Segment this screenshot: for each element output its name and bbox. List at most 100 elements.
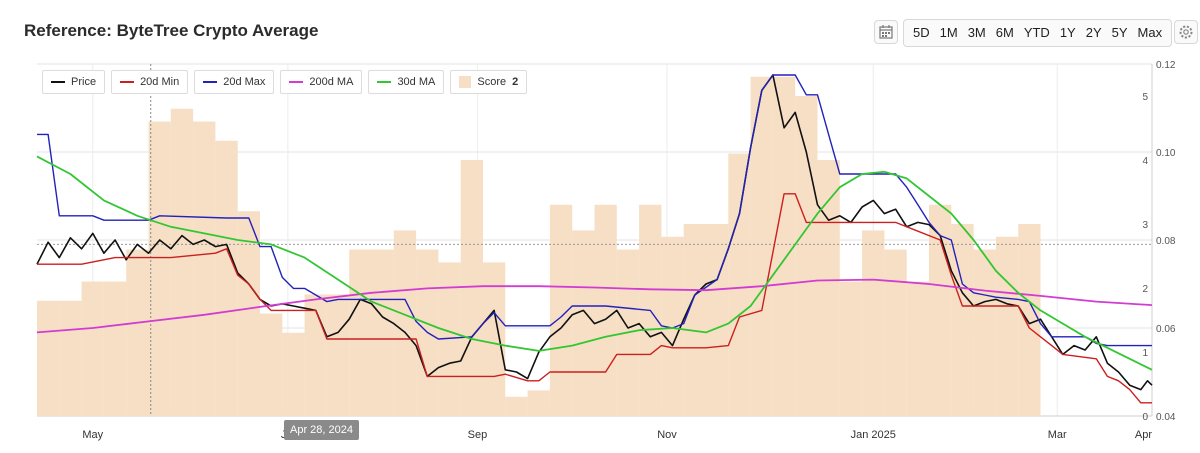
chart-legend: Price 20d Min 20d Max 200d MA 30d MA Score 2: [42, 70, 528, 94]
legend-swatch: [289, 81, 304, 83]
score-bar: [706, 224, 729, 416]
x-tick-label: Nov: [657, 429, 677, 441]
y-right-tick-label: 0.12: [1156, 60, 1176, 71]
calendar-icon: [879, 25, 893, 39]
legend-swatch: [459, 76, 472, 88]
score-tick-label: 0: [1142, 412, 1148, 423]
y-right-tick-label: 0.10: [1156, 148, 1176, 159]
range-selector: 5D 1M 3M 6M YTD 1Y 2Y 5Y Max: [903, 19, 1173, 47]
score-bar: [973, 249, 996, 416]
crosshair-date-label: Apr 28, 2024: [284, 420, 359, 440]
score-bar: [103, 281, 127, 416]
score-bar: [795, 96, 818, 416]
x-tick-label: May: [82, 429, 103, 441]
range-max-button[interactable]: Max: [1137, 25, 1163, 40]
range-6m-button[interactable]: 6M: [995, 25, 1014, 40]
score-tick-label: 3: [1142, 220, 1148, 231]
score-bar: [371, 249, 394, 416]
y-right-tick-label: 0.06: [1156, 324, 1176, 335]
score-bar: [326, 294, 350, 416]
legend-swatch: [377, 81, 392, 83]
x-tick-label: Jan 2025: [851, 429, 896, 441]
x-tick-label: Mar: [1048, 429, 1067, 441]
score-bar: [1018, 224, 1041, 416]
score-tick-label: 5: [1142, 92, 1148, 103]
legend-swatch: [51, 81, 65, 83]
score-bar: [148, 121, 171, 416]
score-tick-label: 4: [1142, 156, 1148, 167]
score-bar: [59, 300, 82, 416]
score-bar: [683, 224, 706, 416]
score-bar: [527, 390, 550, 416]
range-5y-button[interactable]: 5Y: [1111, 25, 1128, 40]
score-bar: [817, 160, 840, 416]
score-bar: [215, 140, 238, 417]
legend-swatch: [203, 81, 218, 83]
score-bar: [549, 204, 573, 416]
legend-label: Price: [71, 76, 97, 88]
chart-title: Reference: ByteTree Crypto Average: [24, 21, 319, 40]
score-bar: [282, 332, 305, 416]
score-tick-label: 1: [1142, 348, 1148, 359]
score-bar: [126, 249, 149, 416]
range-1y-button[interactable]: 1Y: [1059, 25, 1076, 40]
legend-item-price[interactable]: Price: [42, 70, 106, 94]
score-bar: [438, 262, 461, 416]
score-bar: [483, 262, 506, 416]
legend-value: 2: [512, 76, 519, 88]
x-tick-label: Apr: [1135, 429, 1152, 441]
score-bar: [839, 281, 863, 416]
score-bar: [193, 121, 216, 416]
score-bar: [393, 230, 417, 416]
legend-label: 20d Max: [223, 76, 266, 88]
range-ytd-button[interactable]: YTD: [1023, 25, 1050, 40]
chart-header: Reference: ByteTree Crypto Average 5D 1M…: [0, 0, 1200, 60]
score-bar: [884, 249, 907, 416]
legend-swatch: [120, 81, 135, 83]
score-bar: [505, 396, 528, 416]
score-bar: [170, 108, 194, 417]
series-line-price: [36, 74, 1153, 391]
score-bar: [951, 224, 974, 416]
settings-button[interactable]: [1174, 20, 1198, 44]
series-line-20d-max: [37, 74, 1152, 347]
legend-item-score[interactable]: Score 2: [450, 70, 528, 94]
range-1m-button[interactable]: 1M: [939, 25, 958, 40]
range-5d-button[interactable]: 5D: [913, 25, 930, 40]
legend-label: 20d Min: [140, 76, 180, 88]
score-bar: [906, 281, 929, 416]
score-bar: [37, 300, 60, 416]
score-bar: [572, 230, 595, 416]
legend-label: Score: [477, 76, 507, 88]
score-bar: [594, 204, 617, 416]
score-bar: [772, 76, 796, 417]
score-bar: [81, 281, 104, 416]
score-bar: [862, 230, 885, 416]
range-3m-button[interactable]: 3M: [967, 25, 986, 40]
legend-item-20d-min[interactable]: 20d Min: [111, 70, 189, 94]
series-line-20d-min: [37, 193, 1152, 404]
legend-label: 30d MA: [397, 76, 436, 88]
score-bar: [750, 76, 773, 417]
legend-label: 200d MA: [309, 76, 354, 88]
score-bar: [995, 236, 1019, 416]
legend-item-30d-ma[interactable]: 30d MA: [368, 70, 445, 94]
score-tick-label: 2: [1142, 284, 1148, 295]
score-bar: [304, 294, 327, 416]
y-right-tick-label: 0.04: [1156, 412, 1176, 423]
score-bars: [37, 76, 1041, 417]
score-bar: [260, 313, 283, 416]
legend-item-20d-max[interactable]: 20d Max: [194, 70, 275, 94]
calendar-button[interactable]: [874, 20, 898, 44]
score-bar: [460, 160, 483, 416]
legend-item-200d-ma[interactable]: 200d MA: [280, 70, 363, 94]
range-2y-button[interactable]: 2Y: [1085, 25, 1102, 40]
x-tick-label: Sep: [468, 429, 488, 441]
series-lines: [36, 74, 1153, 404]
series-line-30d-ma: [36, 155, 1153, 371]
score-bar: [237, 211, 260, 416]
y-right-tick-label: 0.08: [1156, 236, 1176, 247]
score-bar: [728, 153, 751, 416]
score-bar: [661, 236, 684, 416]
